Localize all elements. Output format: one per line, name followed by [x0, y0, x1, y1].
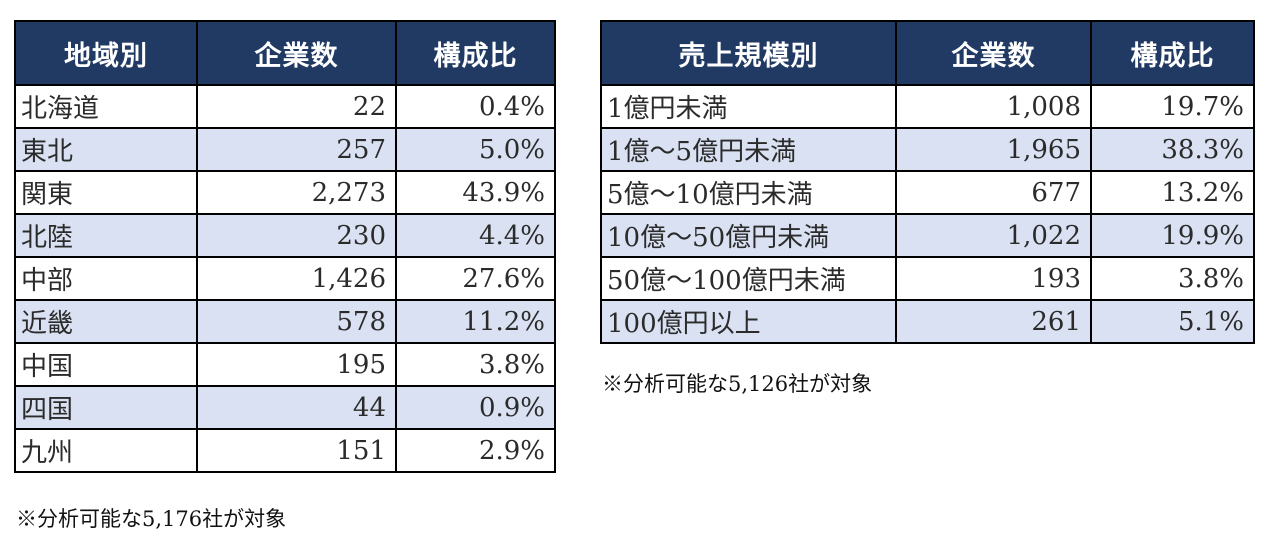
table-row: 1億〜5億円未満 1,965 38.3% — [600, 127, 1255, 172]
composition-ratio-cell: 27.6% — [395, 256, 556, 301]
sales-scale-table-grid: 売上規模別 企業数 構成比 1億円未満 1,008 19.7% 1億〜5億円未満… — [600, 20, 1255, 344]
region-table: 地域別 企業数 構成比 北海道 22 0.4% 東北 257 5.0% 関東 2… — [14, 20, 556, 473]
composition-ratio-cell: 3.8% — [1090, 256, 1255, 301]
row-label-cell: 東北 — [14, 127, 198, 172]
row-label-cell: 100億円以上 — [600, 299, 897, 344]
row-label-cell: 1億〜5億円未満 — [600, 127, 897, 172]
composition-ratio-cell: 19.7% — [1090, 84, 1255, 129]
table-row: 中国 195 3.8% — [14, 342, 556, 387]
row-label-cell: 50億〜100億円未満 — [600, 256, 897, 301]
composition-ratio-cell: 19.9% — [1090, 213, 1255, 258]
company-count-cell: 44 — [196, 385, 397, 430]
composition-ratio-cell: 5.1% — [1090, 299, 1255, 344]
row-label-cell: 中部 — [14, 256, 198, 301]
company-count-cell: 1,965 — [895, 127, 1092, 172]
composition-ratio-cell: 11.2% — [395, 299, 556, 344]
sales-scale-table-footnote: ※分析可能な5,126社が対象 — [602, 372, 873, 396]
row-label-cell: 四国 — [14, 385, 198, 430]
sales-scale-table: 売上規模別 企業数 構成比 1億円未満 1,008 19.7% 1億〜5億円未満… — [600, 20, 1255, 344]
column-header-composition-ratio: 構成比 — [395, 20, 556, 86]
composition-ratio-cell: 0.4% — [395, 84, 556, 129]
row-label-cell: 中国 — [14, 342, 198, 387]
composition-ratio-cell: 43.9% — [395, 170, 556, 215]
table-row: 東北 257 5.0% — [14, 127, 556, 172]
column-header-composition-ratio: 構成比 — [1090, 20, 1255, 86]
composition-ratio-cell: 5.0% — [395, 127, 556, 172]
company-count-cell: 578 — [196, 299, 397, 344]
company-count-cell: 2,273 — [196, 170, 397, 215]
column-header-sales-scale: 売上規模別 — [600, 20, 897, 86]
row-label-cell: 5億〜10億円未満 — [600, 170, 897, 215]
column-header-region: 地域別 — [14, 20, 198, 86]
table-row: 1億円未満 1,008 19.7% — [600, 84, 1255, 129]
table-row: 北陸 230 4.4% — [14, 213, 556, 258]
row-label-cell: 1億円未満 — [600, 84, 897, 129]
composition-ratio-cell: 3.8% — [395, 342, 556, 387]
row-label-cell: 北海道 — [14, 84, 198, 129]
company-count-cell: 195 — [196, 342, 397, 387]
row-label-cell: 10億〜50億円未満 — [600, 213, 897, 258]
table-row: 10億〜50億円未満 1,022 19.9% — [600, 213, 1255, 258]
composition-ratio-cell: 0.9% — [395, 385, 556, 430]
company-count-cell: 677 — [895, 170, 1092, 215]
table-row: 九州 151 2.9% — [14, 428, 556, 473]
column-header-company-count: 企業数 — [895, 20, 1092, 86]
row-label-cell: 北陸 — [14, 213, 198, 258]
table-row: 近畿 578 11.2% — [14, 299, 556, 344]
company-count-cell: 257 — [196, 127, 397, 172]
row-label-cell: 九州 — [14, 428, 198, 473]
company-count-cell: 230 — [196, 213, 397, 258]
column-header-company-count: 企業数 — [196, 20, 397, 86]
company-count-cell: 1,426 — [196, 256, 397, 301]
company-count-cell: 151 — [196, 428, 397, 473]
row-label-cell: 関東 — [14, 170, 198, 215]
composition-ratio-cell: 13.2% — [1090, 170, 1255, 215]
company-count-cell: 193 — [895, 256, 1092, 301]
table-row: 100億円以上 261 5.1% — [600, 299, 1255, 344]
row-label-cell: 近畿 — [14, 299, 198, 344]
table-row: 中部 1,426 27.6% — [14, 256, 556, 301]
table-row: 5億〜10億円未満 677 13.2% — [600, 170, 1255, 215]
composition-ratio-cell: 2.9% — [395, 428, 556, 473]
company-count-cell: 1,008 — [895, 84, 1092, 129]
company-count-cell: 1,022 — [895, 213, 1092, 258]
company-count-cell: 261 — [895, 299, 1092, 344]
composition-ratio-cell: 38.3% — [1090, 127, 1255, 172]
table-row: 北海道 22 0.4% — [14, 84, 556, 129]
table-row: 関東 2,273 43.9% — [14, 170, 556, 215]
table-row: 50億〜100億円未満 193 3.8% — [600, 256, 1255, 301]
company-count-cell: 22 — [196, 84, 397, 129]
table-row: 四国 44 0.9% — [14, 385, 556, 430]
header-row: 地域別 企業数 構成比 — [14, 20, 556, 86]
region-table-footnote: ※分析可能な5,176社が対象 — [16, 507, 287, 531]
region-table-grid: 地域別 企業数 構成比 北海道 22 0.4% 東北 257 5.0% 関東 2… — [14, 20, 556, 473]
composition-ratio-cell: 4.4% — [395, 213, 556, 258]
header-row: 売上規模別 企業数 構成比 — [600, 20, 1255, 86]
